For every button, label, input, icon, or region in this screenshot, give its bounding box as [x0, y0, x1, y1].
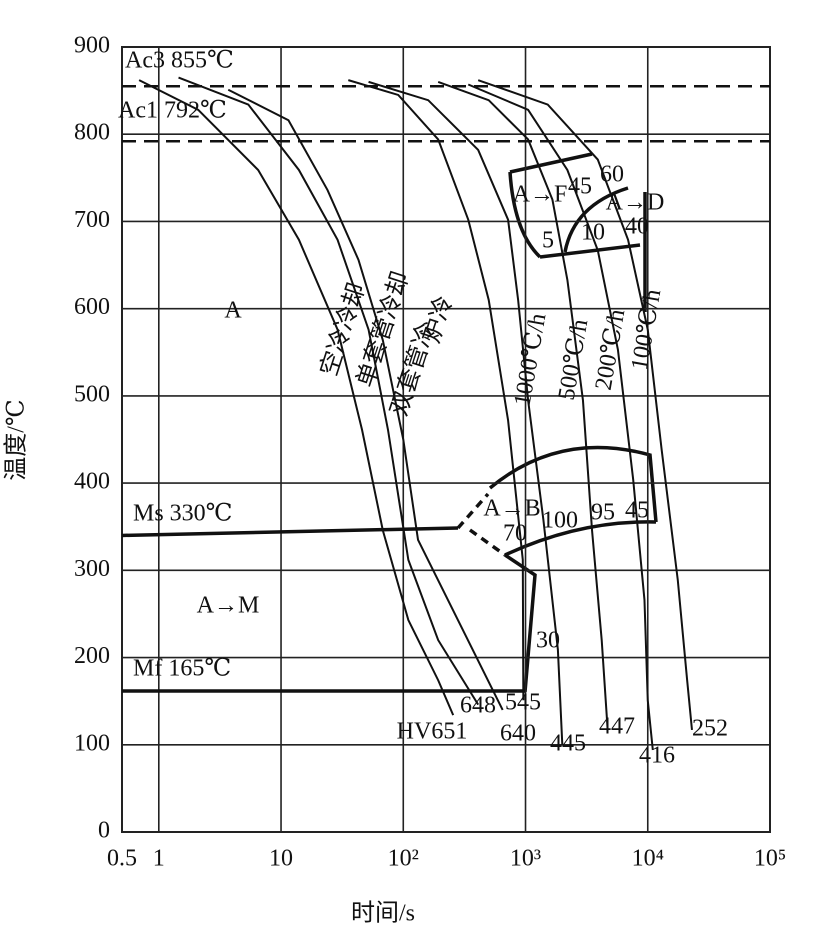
hardness-label: 416 [639, 743, 675, 769]
x-tick-label: 10³ [510, 846, 541, 872]
y-tick-label: 300 [74, 556, 110, 582]
hardness-label: 545 [505, 690, 541, 716]
y-tick-label: 0 [98, 818, 110, 844]
y-tick-label: 600 [74, 294, 110, 320]
ms-line [121, 526, 459, 538]
x-tick-label: 10⁵ [754, 846, 786, 872]
y-tick-label: 900 [74, 33, 110, 59]
annotation: 70 [503, 521, 527, 547]
ferrite-bottom [539, 243, 641, 259]
annotation: 30 [536, 628, 560, 654]
y-tick-label: 700 [74, 207, 110, 233]
annotation: 10 [581, 220, 605, 246]
x-tick-label: 0.5 [107, 846, 137, 872]
cooling-curve [477, 79, 693, 731]
plot-frame [121, 46, 771, 833]
bainite-start [488, 445, 658, 523]
annotation: A→D [606, 190, 665, 216]
cooling-curve [227, 88, 504, 711]
x-axis-label: 时间/s [351, 900, 415, 927]
annotation: 40 [625, 214, 649, 240]
curve-label: 炉冷 [418, 292, 459, 346]
curve-label: 500℃/h [554, 317, 594, 402]
annotation: A→F [513, 182, 568, 208]
critical-label: Ac3 855℃ [125, 48, 234, 74]
annotation: Mf 165℃ [133, 656, 231, 682]
cooling-curve [178, 76, 480, 706]
y-tick-label: 200 [74, 643, 110, 669]
bainite-end [504, 520, 657, 557]
x-tick-label: 10² [388, 846, 419, 872]
annotation: Ms 330℃ [133, 501, 233, 527]
y-tick-label: 400 [74, 469, 110, 495]
x-tick-label: 10⁴ [632, 846, 664, 872]
cooling-curve [368, 80, 564, 745]
cooling-curve [348, 79, 525, 701]
y-axis-label: 温度/℃ [3, 399, 30, 481]
y-tick-label: 500 [74, 381, 110, 407]
cooling-curve [437, 80, 609, 731]
curve-label: 1000℃/h [510, 311, 552, 408]
hardness-label: 252 [692, 716, 728, 742]
y-tick-label: 100 [74, 730, 110, 756]
x-tick-label: 10 [269, 846, 293, 872]
bainite-dashed [468, 528, 507, 557]
cooling-curve [467, 83, 654, 751]
x-tick-label: 1 [153, 846, 165, 872]
critical-label: Ac1 792℃ [118, 98, 227, 124]
ferrite-end [563, 186, 629, 253]
hardness-label: 648 [460, 693, 496, 719]
hardness-label: 445 [550, 731, 586, 757]
hardness-label: HV651 [397, 719, 468, 745]
curve-label: 200℃/h [591, 307, 631, 392]
annotation: A→M [197, 593, 260, 619]
annotation: 100 [542, 508, 578, 534]
cooling-curve [138, 79, 455, 716]
curve-label: 100℃/h [627, 287, 667, 372]
hardness-label: 640 [500, 721, 536, 747]
bainite-dashed [456, 492, 490, 530]
ferrite-start [508, 171, 542, 259]
ferrite-top [509, 152, 593, 174]
annotation: A [224, 298, 242, 324]
hardness-label: 447 [599, 714, 635, 740]
martensite-boundary [504, 553, 537, 693]
annotation: 5 [542, 228, 554, 254]
annotation: 95 [591, 500, 615, 526]
annotation: 45 [568, 174, 592, 200]
y-tick-label: 800 [74, 120, 110, 146]
annotation: 60 [600, 162, 624, 188]
annotation: A→B [483, 496, 540, 522]
annotation: 45 [625, 498, 649, 524]
